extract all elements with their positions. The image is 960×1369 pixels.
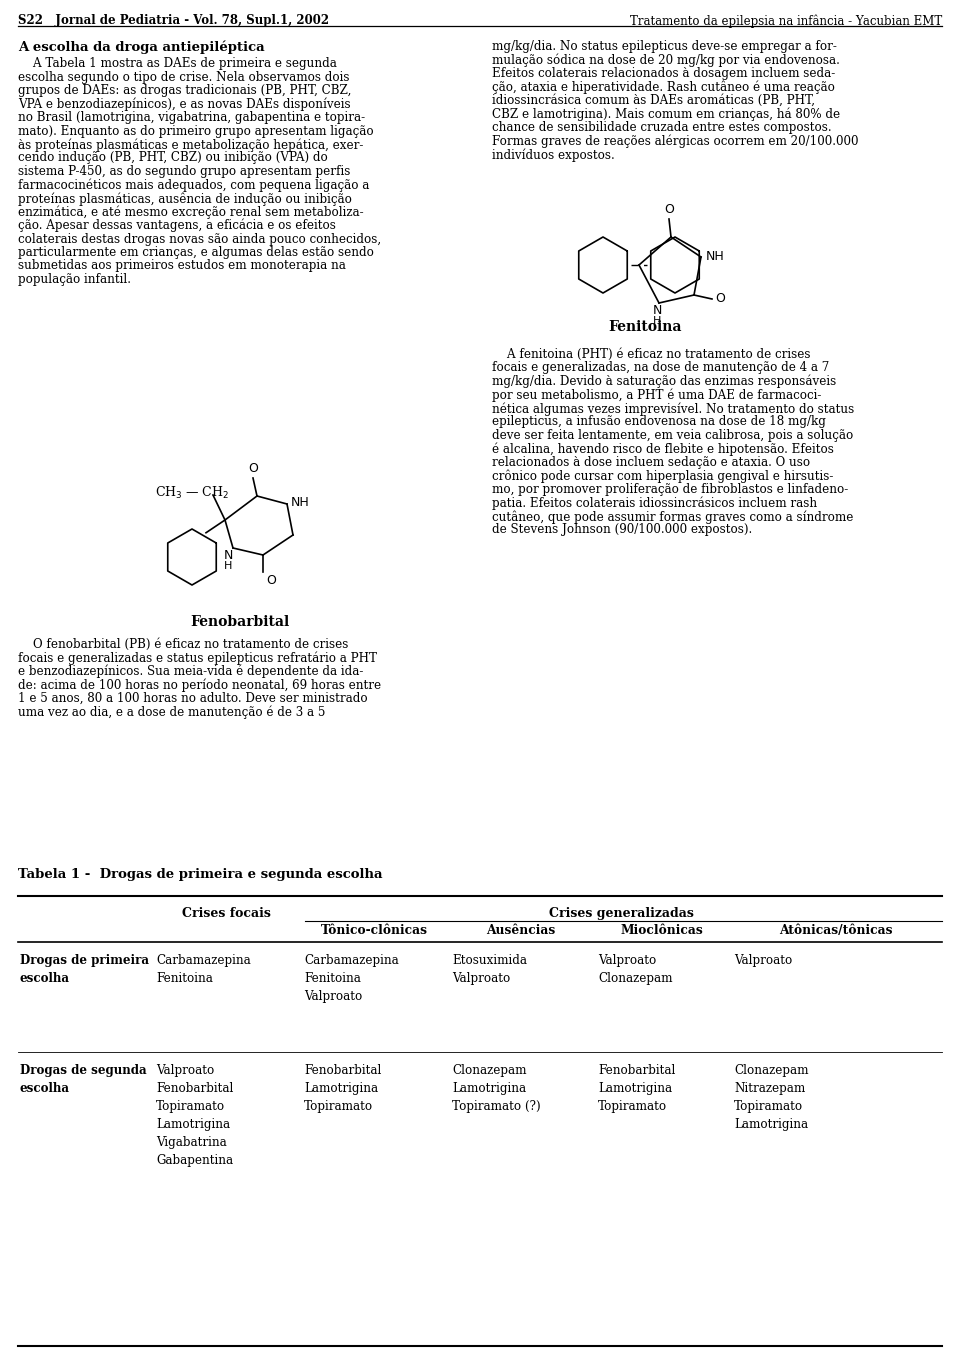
Text: é alcalina, havendo risco de flebite e hipotensão. Efeitos: é alcalina, havendo risco de flebite e h… [492, 442, 834, 456]
Text: população infantil.: população infantil. [18, 272, 131, 286]
Text: focais e generalizadas e status epilepticus refratário a PHT: focais e generalizadas e status epilepti… [18, 652, 377, 665]
Text: H: H [653, 316, 661, 326]
Text: 1 e 5 anos, 80 a 100 horas no adulto. Deve ser ministrado: 1 e 5 anos, 80 a 100 horas no adulto. De… [18, 691, 368, 705]
Text: Valproato: Valproato [734, 954, 792, 967]
Text: Atônicas/tônicas: Atônicas/tônicas [780, 924, 893, 936]
Text: deve ser feita lentamente, em veia calibrosa, pois a solução: deve ser feita lentamente, em veia calib… [492, 428, 853, 442]
Text: crônico pode cursar com hiperplasia gengival e hirsutis-: crônico pode cursar com hiperplasia geng… [492, 470, 833, 483]
Text: uma vez ao dia, e a dose de manutenção é de 3 a 5: uma vez ao dia, e a dose de manutenção é… [18, 705, 325, 719]
Text: de: acima de 100 horas no período neonatal, 69 horas entre: de: acima de 100 horas no período neonat… [18, 679, 381, 691]
Text: A Tabela 1 mostra as DAEs de primeira e segunda: A Tabela 1 mostra as DAEs de primeira e … [18, 57, 337, 70]
Text: cutâneo, que pode assumir formas graves como a síndrome: cutâneo, que pode assumir formas graves … [492, 511, 853, 523]
Text: CH$_3$: CH$_3$ [155, 485, 182, 501]
Text: mg/kg/dia. No status epilepticus deve-se empregar a for-: mg/kg/dia. No status epilepticus deve-se… [492, 40, 837, 53]
Text: mo, por promover proliferação de fibroblastos e linfadeno-: mo, por promover proliferação de fibrobl… [492, 483, 849, 496]
Text: relacionados à dose incluem sedação e ataxia. O uso: relacionados à dose incluem sedação e at… [492, 456, 810, 470]
Text: Formas graves de reações alérgicas ocorrem em 20/100.000: Formas graves de reações alérgicas ocorr… [492, 134, 858, 148]
Text: Clonazepam
Lamotrigina
Topiramato (?): Clonazepam Lamotrigina Topiramato (?) [452, 1064, 540, 1113]
Text: Drogas de segunda
escolha: Drogas de segunda escolha [20, 1064, 147, 1095]
Text: O: O [266, 574, 276, 587]
Text: O: O [715, 293, 725, 305]
Text: proteínas plasmáticas, ausência de indução ou inibição: proteínas plasmáticas, ausência de induç… [18, 192, 352, 205]
Text: H: H [224, 561, 232, 571]
Text: Valproato
Clonazepam: Valproato Clonazepam [598, 954, 673, 986]
Text: Fenobarbital
Lamotrigina
Topiramato: Fenobarbital Lamotrigina Topiramato [304, 1064, 381, 1113]
Text: O: O [664, 203, 674, 216]
Text: — CH$_2$: — CH$_2$ [185, 485, 228, 501]
Text: farmacocinéticos mais adequados, com pequena ligação a: farmacocinéticos mais adequados, com peq… [18, 178, 370, 192]
Text: no Brasil (lamotrigina, vigabatrina, gabapentina e topira-: no Brasil (lamotrigina, vigabatrina, gab… [18, 111, 365, 125]
Text: mulação sódica na dose de 20 mg/kg por via endovenosa.: mulação sódica na dose de 20 mg/kg por v… [492, 53, 840, 67]
Text: nética algumas vezes imprevisível. No tratamento do status: nética algumas vezes imprevisível. No tr… [492, 402, 854, 416]
Text: Fenobarbital
Lamotrigina
Topiramato: Fenobarbital Lamotrigina Topiramato [598, 1064, 676, 1113]
Text: sistema P-450, as do segundo grupo apresentam perfis: sistema P-450, as do segundo grupo apres… [18, 166, 350, 178]
Text: Clonazepam
Nitrazepam
Topiramato
Lamotrigina: Clonazepam Nitrazepam Topiramato Lamotri… [734, 1064, 808, 1131]
Text: Ausências: Ausências [487, 924, 556, 936]
Text: indivíduos expostos.: indivíduos expostos. [492, 148, 614, 162]
Text: focais e generalizadas, na dose de manutenção de 4 a 7: focais e generalizadas, na dose de manut… [492, 361, 829, 375]
Text: chance de sensibilidade cruzada entre estes compostos.: chance de sensibilidade cruzada entre es… [492, 120, 831, 134]
Text: mato). Enquanto as do primeiro grupo apresentam ligação: mato). Enquanto as do primeiro grupo apr… [18, 125, 373, 137]
Text: VPA e benzodiazepínicos), e as novas DAEs disponíveis: VPA e benzodiazepínicos), e as novas DAE… [18, 97, 350, 111]
Text: particularmente em crianças, e algumas delas estão sendo: particularmente em crianças, e algumas d… [18, 246, 373, 259]
Text: Carbamazepina
Fenitoina: Carbamazepina Fenitoina [156, 954, 251, 986]
Text: patia. Efeitos colaterais idiossincrásicos incluem rash: patia. Efeitos colaterais idiossincrásic… [492, 497, 817, 511]
Text: cendo indução (PB, PHT, CBZ) ou inibição (VPA) do: cendo indução (PB, PHT, CBZ) ou inibição… [18, 152, 327, 164]
Text: A fenitoina (PHT) é eficaz no tratamento de crises: A fenitoina (PHT) é eficaz no tratamento… [492, 348, 810, 361]
Text: enzimática, e até mesmo excreção renal sem metaboliza-: enzimática, e até mesmo excreção renal s… [18, 205, 364, 219]
Text: Fenobarbital: Fenobarbital [190, 615, 290, 628]
Text: epilepticus, a infusão endovenosa na dose de 18 mg/kg: epilepticus, a infusão endovenosa na dos… [492, 416, 826, 428]
Text: Mioclônicas: Mioclônicas [620, 924, 704, 936]
Text: ção, ataxia e hiperatividade. Rash cutâneo é uma reação: ção, ataxia e hiperatividade. Rash cutân… [492, 81, 835, 94]
Text: O fenobarbital (PB) é eficaz no tratamento de crises: O fenobarbital (PB) é eficaz no tratamen… [18, 638, 348, 652]
Text: idiossincrásica comum às DAEs aromáticas (PB, PHT,: idiossincrásica comum às DAEs aromáticas… [492, 94, 815, 107]
Text: N: N [224, 549, 232, 563]
Text: S22   Jornal de Pediatria - Vol. 78, Supl.1, 2002: S22 Jornal de Pediatria - Vol. 78, Supl.… [18, 14, 329, 27]
Text: Drogas de primeira
escolha: Drogas de primeira escolha [20, 954, 149, 986]
Text: CBZ e lamotrigina). Mais comum em crianças, há 80% de: CBZ e lamotrigina). Mais comum em crianç… [492, 108, 840, 120]
Text: ção. Apesar dessas vantagens, a eficácia e os efeitos: ção. Apesar dessas vantagens, a eficácia… [18, 219, 336, 233]
Text: às proteínas plasmáticas e metabolização hepática, exer-: às proteínas plasmáticas e metabolização… [18, 138, 364, 152]
Text: O: O [248, 461, 258, 475]
Text: A escolha da droga antiepiléptica: A escolha da droga antiepiléptica [18, 40, 265, 53]
Text: Fenitoina: Fenitoina [609, 320, 682, 334]
Text: Etosuximida
Valproato: Etosuximida Valproato [452, 954, 527, 986]
Text: mg/kg/dia. Devido à saturação das enzimas responsáveis: mg/kg/dia. Devido à saturação das enzima… [492, 375, 836, 389]
Text: escolha segundo o tipo de crise. Nela observamos dois: escolha segundo o tipo de crise. Nela ob… [18, 70, 349, 84]
Text: grupos de DAEs: as drogas tradicionais (PB, PHT, CBZ,: grupos de DAEs: as drogas tradicionais (… [18, 84, 351, 97]
Text: NH: NH [291, 497, 310, 509]
Text: de Stevens Johnson (90/100.000 expostos).: de Stevens Johnson (90/100.000 expostos)… [492, 523, 753, 537]
Text: por seu metabolismo, a PHT é uma DAE de farmacoci-: por seu metabolismo, a PHT é uma DAE de … [492, 389, 822, 402]
Text: e benzodiazepínicos. Sua meia-vida é dependente da ida-: e benzodiazepínicos. Sua meia-vida é dep… [18, 665, 364, 679]
Text: Efeitos colaterais relacionados à dosagem incluem seda-: Efeitos colaterais relacionados à dosage… [492, 67, 835, 79]
Text: Tabela 1 -  Drogas de primeira e segunda escolha: Tabela 1 - Drogas de primeira e segunda … [18, 868, 382, 882]
Text: NH: NH [706, 251, 725, 263]
Text: Tratamento da epilepsia na infância - Yacubian EMT: Tratamento da epilepsia na infância - Ya… [630, 14, 942, 27]
Text: Carbamazepina
Fenitoina
Valproato: Carbamazepina Fenitoina Valproato [304, 954, 398, 1003]
Text: submetidas aos primeiros estudos em monoterapia na: submetidas aos primeiros estudos em mono… [18, 260, 346, 272]
Text: colaterais destas drogas novas são ainda pouco conhecidos,: colaterais destas drogas novas são ainda… [18, 233, 381, 245]
Text: Crises generalizadas: Crises generalizadas [548, 908, 693, 920]
Text: Tônico-clônicas: Tônico-clônicas [321, 924, 427, 936]
Text: Valproato
Fenobarbital
Topiramato
Lamotrigina
Vigabatrina
Gabapentina: Valproato Fenobarbital Topiramato Lamotr… [156, 1064, 233, 1166]
Text: N: N [652, 304, 661, 318]
Text: Crises focais: Crises focais [181, 908, 271, 920]
